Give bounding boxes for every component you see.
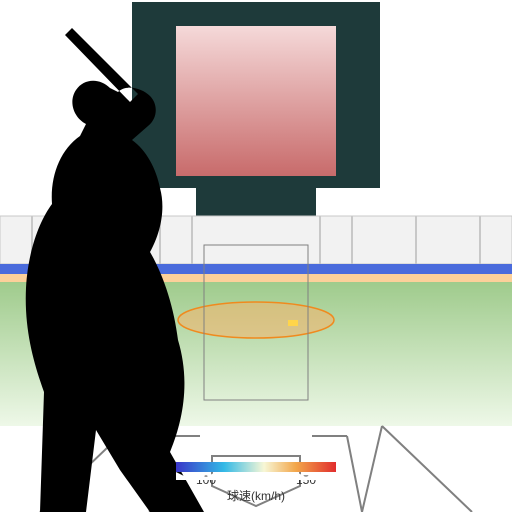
scoreboard — [132, 2, 380, 216]
legend-ticks: 100150 — [176, 472, 336, 487]
legend-colorbar — [176, 462, 336, 472]
speed-legend: 100150 球速(km/h) — [176, 462, 336, 503]
scene-svg: 100150 球速(km/h) — [0, 0, 512, 512]
pitching-rubber — [288, 320, 298, 326]
scoreboard-stem — [196, 188, 316, 216]
legend-label: 球速(km/h) — [227, 489, 285, 503]
pitchers-mound — [178, 302, 334, 338]
stage: 100150 球速(km/h) — [0, 0, 512, 512]
scoreboard-screen — [176, 26, 336, 176]
